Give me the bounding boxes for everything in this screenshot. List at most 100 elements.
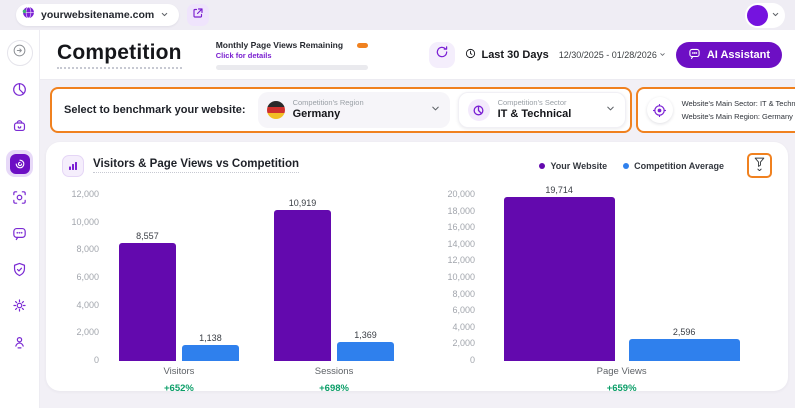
chat-icon — [11, 225, 28, 247]
content: Select to benchmark your website: Compet… — [40, 80, 795, 408]
bar-wrap: 8,557 — [118, 230, 176, 361]
bar-value-label: 1,369 — [354, 330, 377, 341]
gear-icon — [11, 297, 28, 319]
category-labels: Page Views — [484, 361, 780, 377]
legend-label: Your Website — [550, 160, 608, 171]
external-link-icon — [192, 6, 204, 24]
bar-value-label: 19,714 — [545, 185, 573, 196]
page-title: Competition — [57, 41, 182, 69]
period-label: Last 30 Days — [481, 48, 549, 61]
sidebar — [0, 30, 40, 408]
bar[interactable] — [118, 242, 176, 361]
plot-area: 8,557 1,138 10,919 1,369 — [108, 195, 438, 361]
bar[interactable] — [181, 345, 239, 361]
chevron-down-icon — [160, 6, 169, 24]
sidebar-item-bag[interactable] — [6, 114, 33, 141]
ai-assistant-label: AI Assistant — [706, 48, 770, 61]
germany-flag-icon — [266, 101, 285, 119]
legend-dot-purple — [539, 162, 546, 169]
category-label: Sessions — [314, 366, 354, 377]
delta-labels: +659% — [484, 374, 780, 394]
sidebar-item-target-scan[interactable] — [6, 186, 33, 213]
sidebar-nav — [6, 78, 33, 357]
clock-icon — [465, 48, 476, 62]
bar[interactable] — [274, 209, 332, 361]
benchmark-prompt: Select to benchmark your website: — [64, 104, 246, 116]
y-axis-tick: 14,000 — [447, 238, 475, 249]
delta-badge: +652% — [164, 383, 194, 394]
quota-widget[interactable]: Monthly Page Views Remaining Click for d… — [215, 39, 368, 70]
user-avatar — [747, 4, 768, 26]
bar[interactable] — [628, 339, 740, 361]
chart-title: Visitors & Page Views vs Competition — [93, 158, 300, 173]
benchmark-selectors: Select to benchmark your website: Compet… — [50, 87, 632, 133]
top-bar: yourwebsitename.com — [0, 0, 795, 30]
filter-button[interactable] — [747, 153, 772, 178]
y-axis-tick: 8,000 — [76, 244, 99, 255]
benchmark-row: Select to benchmark your website: Compet… — [50, 87, 795, 133]
bar-wrap: 10,919 — [274, 198, 332, 361]
y-axis-tick: 8,000 — [452, 288, 475, 299]
y-axis-tick: 20,000 — [447, 189, 475, 199]
filter-funnel-icon — [753, 156, 766, 176]
legend-item-competition-average[interactable]: Competition Average — [623, 161, 724, 171]
sector-select[interactable]: Competition's Sector IT & Technical — [457, 92, 626, 128]
delta-labels: +652% +698% — [108, 374, 438, 394]
chart-card: Visitors & Page Views vs Competition You… — [46, 142, 788, 394]
page-header: Competition Monthly Page Views Remaining… — [40, 30, 795, 80]
charts-area: 12,000 10,000 8,000 6,000 4,000 2,000 0 8,557 1… — [62, 186, 772, 394]
legend-item-your-website[interactable]: Your Website — [539, 161, 607, 171]
sidebar-item-gear[interactable] — [6, 294, 33, 321]
y-axis-tick: 12,000 — [447, 255, 475, 266]
y-axis-tick: 2,000 — [452, 338, 475, 349]
y-axis-tick: 10,000 — [71, 216, 99, 227]
sidebar-item-radar[interactable] — [6, 150, 33, 177]
refresh-icon — [435, 45, 449, 64]
sidebar-item-chat[interactable] — [6, 222, 33, 249]
bar-value-label: 8,557 — [136, 230, 159, 241]
quota-progress-bar — [215, 64, 368, 70]
sector-select-value: IT & Technical — [497, 107, 572, 120]
open-website-button[interactable] — [187, 4, 210, 26]
bar-chart-icon — [62, 154, 84, 177]
sidebar-item-pie-chart[interactable] — [6, 78, 33, 105]
pie-chart-icon — [11, 81, 28, 103]
delta-badge: +659% — [606, 383, 637, 394]
region-select[interactable]: Competition's Region Germany — [257, 92, 450, 128]
account-menu[interactable] — [745, 2, 785, 28]
legend-dot-blue — [623, 162, 630, 169]
sector-select-label: Competition's Sector — [497, 98, 567, 108]
site-name: yourwebsitename.com — [41, 9, 155, 21]
category-label: Page Views — [596, 366, 647, 377]
website-summary-card[interactable]: Website's Main Sector: IT & Technical We… — [635, 87, 795, 133]
sidebar-item-shield-check[interactable] — [6, 258, 33, 285]
y-axis-tick: 4,000 — [452, 321, 475, 332]
bar-group: 8,557 1,138 — [118, 230, 239, 361]
bar-value-label: 2,596 — [672, 327, 696, 338]
expand-sidebar-button[interactable] — [6, 40, 33, 66]
expand-sidebar-icon — [12, 43, 27, 63]
quota-label: Monthly Page Views Remaining — [215, 39, 344, 50]
bar-wrap: 2,596 — [628, 327, 740, 361]
radar-icon — [9, 153, 30, 174]
date-range-value: 12/30/2025 - 01/28/2026 — [558, 49, 657, 60]
sidebar-item-person-pin[interactable] — [6, 330, 33, 357]
date-range-selector[interactable]: 12/30/2025 - 01/28/2026 — [559, 50, 666, 60]
bar-wrap: 19,714 — [503, 185, 615, 361]
region-select-label: Competition's Region — [292, 98, 364, 108]
chat-bubble-icon — [688, 47, 701, 63]
refresh-button[interactable] — [429, 41, 456, 68]
chevron-down-icon — [659, 50, 666, 60]
y-axis-tick: 2,000 — [76, 327, 99, 338]
bar[interactable] — [337, 342, 395, 361]
chart-visitors-sessions: 12,000 10,000 8,000 6,000 4,000 2,000 0 8,557 1… — [62, 190, 438, 394]
y-axis-tick: 6,000 — [76, 272, 99, 282]
category-label: Visitors — [163, 366, 195, 377]
quota-details-link[interactable]: Click for details — [215, 50, 272, 60]
ai-assistant-button[interactable]: AI Assistant — [675, 41, 782, 68]
bar[interactable] — [503, 197, 615, 361]
site-selector[interactable]: yourwebsitename.com — [16, 4, 180, 26]
period-selector[interactable]: Last 30 Days — [465, 48, 549, 62]
chevron-down-icon — [605, 101, 616, 119]
bag-icon — [11, 117, 28, 139]
